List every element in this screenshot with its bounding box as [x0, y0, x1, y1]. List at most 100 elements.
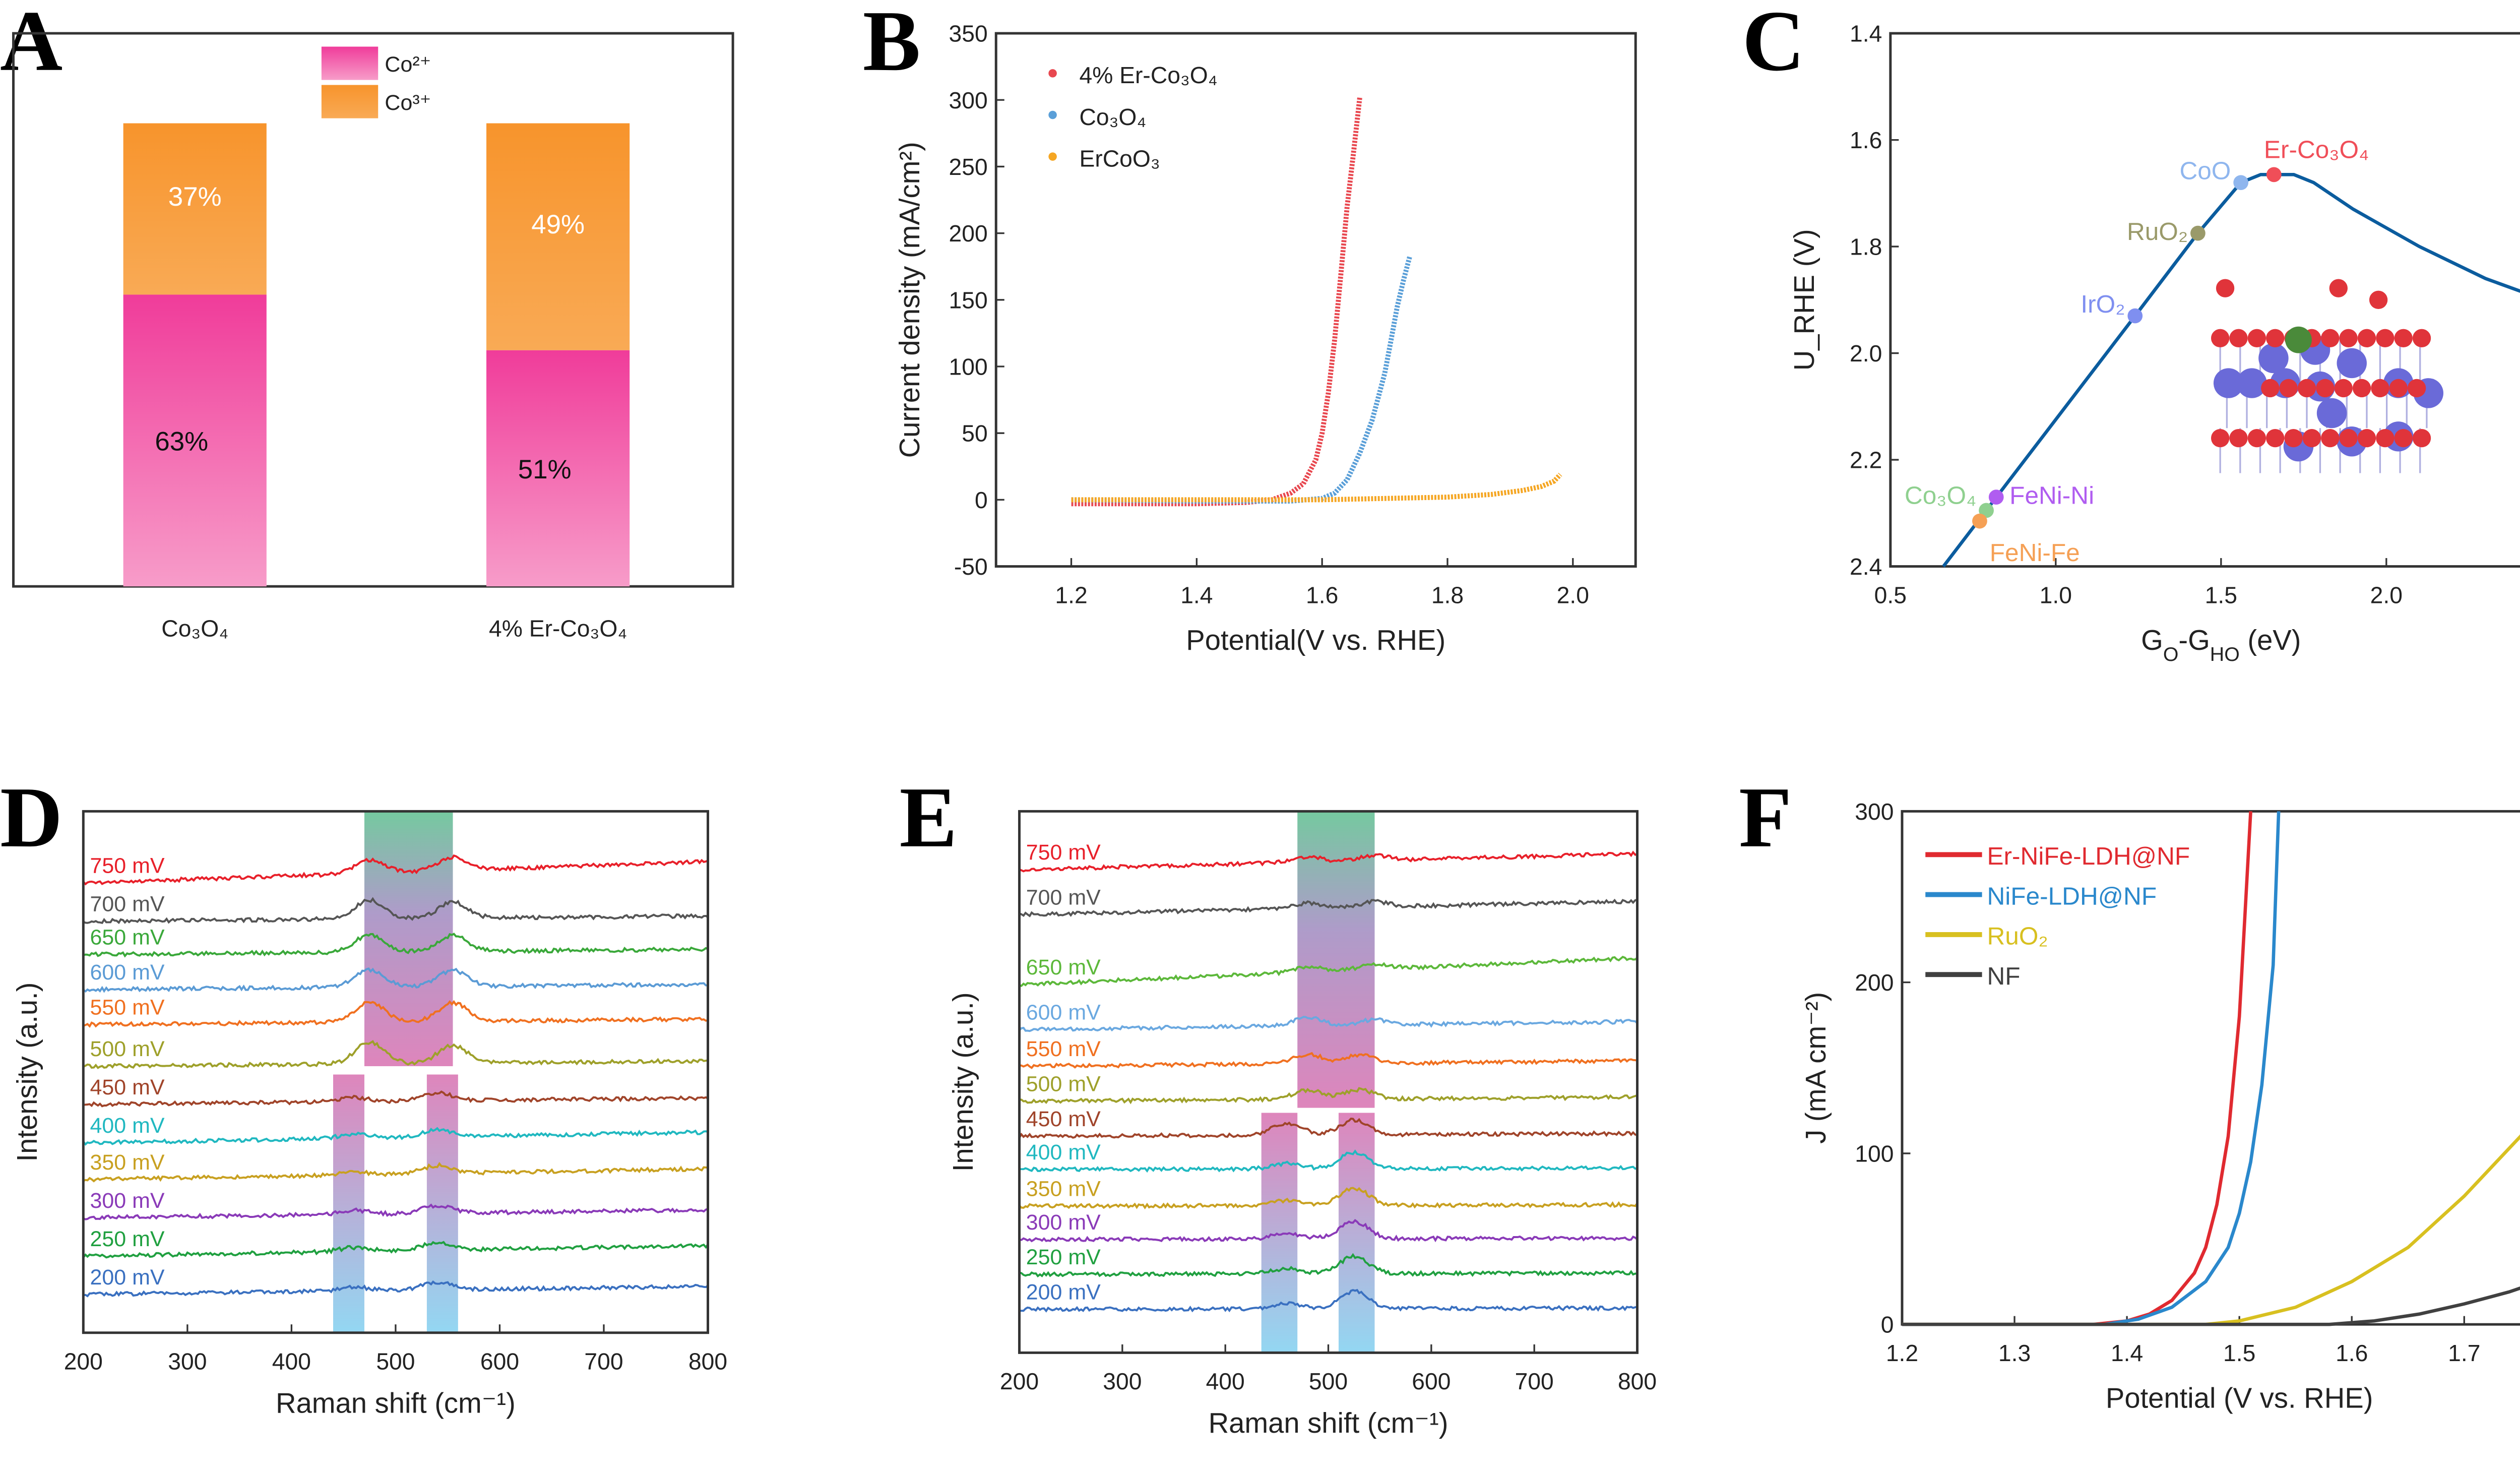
data-point — [1988, 489, 2004, 505]
x-tick-label: 400 — [1206, 1368, 1245, 1394]
o-atom — [2321, 329, 2340, 348]
spectrum-label: 250 mV — [1026, 1245, 1101, 1269]
bar-segment — [123, 123, 267, 295]
o-atom — [2247, 329, 2266, 348]
x-tick-label: 2.0 — [2370, 582, 2403, 608]
raman-spectrum — [83, 1090, 709, 1108]
x-tick-label: 1.7 — [2448, 1340, 2480, 1366]
y-tick-label: 0 — [975, 487, 988, 513]
y-tick-label: 1.4 — [1850, 21, 1882, 47]
raman-spectrum — [1019, 1149, 1638, 1173]
raman-spectrum — [1018, 1118, 1637, 1139]
bar-segment — [486, 350, 630, 587]
co-atom — [2213, 368, 2244, 398]
raman-spectrum — [82, 854, 709, 886]
y-axis-label: Intensity (a.u.) — [11, 983, 43, 1162]
bar-segment — [123, 294, 267, 587]
data-point-label: FeNi-Fe — [1990, 538, 2080, 567]
o-atom — [2329, 279, 2348, 297]
panel-letter-c: C — [1742, 0, 1805, 89]
y-tick-label: 100 — [1855, 1140, 1894, 1167]
x-tick-label: 300 — [1103, 1368, 1142, 1394]
raman-spectrum — [1019, 1218, 1638, 1243]
o-atom — [2211, 329, 2230, 348]
crystal-structure-inset — [2211, 279, 2443, 473]
legend-marker — [1048, 69, 1057, 78]
x-tick-label: 500 — [376, 1348, 415, 1374]
legend-swatch — [321, 85, 379, 118]
x-tick-label: 200 — [1000, 1368, 1039, 1394]
spectrum-label: 500 mV — [1026, 1072, 1101, 1096]
data-point-label: CoO — [2179, 157, 2231, 185]
o-atom — [2394, 329, 2413, 348]
legend-marker — [1048, 152, 1057, 161]
y-tick-label: -50 — [954, 554, 988, 580]
o-atom — [2266, 428, 2285, 448]
y-tick-label: 350 — [949, 21, 988, 47]
data-point — [2127, 308, 2143, 324]
o-atom — [2216, 279, 2235, 297]
o-atom — [2394, 428, 2413, 448]
x-tick-label: 200 — [64, 1348, 103, 1374]
o-atom — [2284, 428, 2303, 448]
y-tick-label: 150 — [949, 287, 988, 313]
volcano-line — [1942, 173, 2520, 568]
o-atom — [2261, 379, 2280, 398]
spectrum-label: 650 mV — [90, 926, 165, 950]
raman-spectrum — [83, 1000, 709, 1028]
o-atom — [2339, 428, 2358, 448]
o-atom — [2229, 329, 2248, 348]
y-axis-label: Intensity (a.u.) — [947, 992, 979, 1172]
data-point — [2233, 175, 2249, 191]
panel-letter-e: E — [900, 770, 958, 866]
spectrum-label: 700 mV — [1026, 885, 1101, 909]
o-atom — [2357, 428, 2376, 448]
y-axis-label: J (mA cm⁻²) — [1800, 992, 1832, 1144]
spectrum-label: 600 mV — [1026, 1000, 1101, 1024]
raman-spectrum — [83, 1203, 709, 1220]
spectrum-label: 200 mV — [90, 1265, 165, 1290]
spectrum-label: 350 mV — [1026, 1177, 1101, 1201]
panel-letter-d: D — [0, 770, 62, 866]
x-tick-label: 1.3 — [1998, 1340, 2031, 1366]
plot-frame-c — [1889, 32, 2520, 568]
y-tick-label: 2.0 — [1850, 340, 1882, 366]
c-y-axis-label: U_RHE (V) — [1788, 229, 1820, 371]
raman-spectrum — [82, 1241, 709, 1259]
raman-spectrum — [82, 1127, 709, 1146]
o-atom — [2279, 379, 2298, 398]
o-atom — [2352, 379, 2371, 398]
co-atom — [2237, 368, 2267, 398]
raman-spectrum — [83, 897, 709, 925]
x-tick-label: 700 — [1515, 1368, 1554, 1394]
raman-spectrum — [83, 1280, 709, 1298]
data-point-label: Co₃O₄ — [1905, 481, 1976, 509]
legend-label: Co₃O₄ — [1079, 104, 1146, 130]
o-atom — [2357, 329, 2376, 348]
x-tick-label: 500 — [1309, 1368, 1348, 1394]
y-tick-label: 200 — [949, 220, 988, 247]
x-tick-label: 1.4 — [1180, 582, 1213, 608]
x-tick-label: 600 — [480, 1348, 519, 1374]
spectrum-label: 350 mV — [90, 1150, 165, 1175]
raman-spectrum — [83, 1039, 708, 1069]
series-curve — [1071, 255, 1413, 504]
y-tick-label: 300 — [1855, 799, 1894, 825]
o-atom — [2302, 428, 2321, 448]
data-point-label: Er-Co₃O₄ — [2264, 135, 2369, 163]
bar-value-label: 63% — [155, 427, 208, 457]
data-point — [2190, 225, 2206, 241]
series-curve — [1902, 1286, 2520, 1326]
series-curve — [1902, 811, 2281, 1326]
o-atom — [2339, 329, 2358, 348]
x-tick-label: 1.2 — [1055, 582, 1087, 608]
legend-marker — [1048, 110, 1057, 119]
series-curve — [1071, 472, 1562, 503]
data-point-label: FeNi-Ni — [2009, 481, 2094, 509]
x-tick-label: 700 — [584, 1348, 623, 1374]
legend-label: NF — [1987, 962, 2021, 990]
raman-spectrum — [1019, 1087, 1638, 1105]
plot-frame-a — [12, 32, 734, 588]
y-tick-label: 100 — [949, 354, 988, 380]
spectrum-label: 750 mV — [1026, 840, 1101, 865]
